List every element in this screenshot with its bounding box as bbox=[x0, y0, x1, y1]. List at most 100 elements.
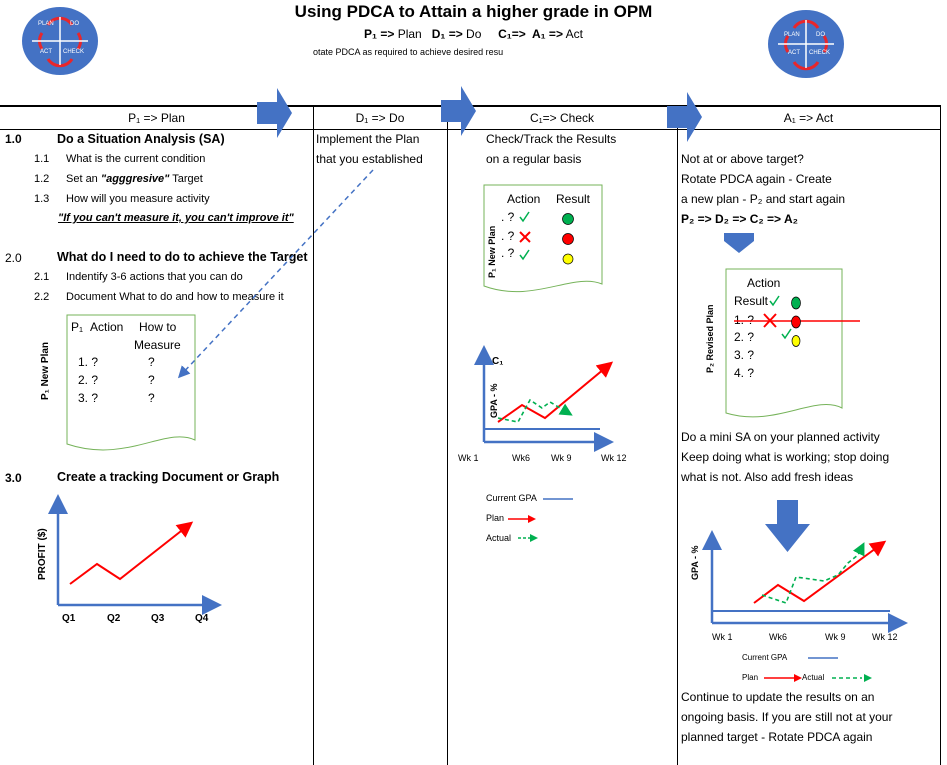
col-divider-2 bbox=[447, 105, 448, 765]
check-legend-actual: Actual bbox=[486, 533, 512, 543]
col-header-plan: P₁ => Plan bbox=[0, 105, 313, 130]
act-mini-2: Keep doing what is working; stop doing bbox=[681, 450, 890, 464]
checkmark-icon bbox=[519, 211, 530, 223]
pdca-logo-left: PLAN DO ACT CHECK bbox=[22, 7, 98, 75]
logo-do: DO bbox=[70, 21, 79, 27]
act-doc-row-4: 4. ? bbox=[734, 366, 755, 380]
plan-doc-row-2: 2. ? bbox=[78, 373, 99, 387]
act-doc-row-1: 1. ? bbox=[734, 313, 755, 327]
section-1-3-number: 1.3 bbox=[34, 193, 50, 205]
section-2-number: 2.0 bbox=[5, 251, 22, 265]
check-x-wk9: Wk 9 bbox=[551, 453, 572, 463]
section-2-2-text: Document What to do and how to measure i… bbox=[66, 291, 284, 303]
plan-document-shape bbox=[66, 314, 196, 451]
section-2-1-text: Indentify 3-6 actions that you can do bbox=[66, 271, 243, 283]
check-x-wk12: Wk 12 bbox=[601, 453, 627, 463]
act-legend-plan-arrow bbox=[764, 674, 802, 682]
check-x-wk6: Wk6 bbox=[512, 453, 530, 463]
act-mini-3: what is not. Also add fresh ideas bbox=[681, 470, 854, 484]
red-status-icon bbox=[791, 315, 801, 329]
act-legend-current: Current GPA bbox=[742, 653, 788, 662]
check-doc-side-label: P₁ New Plan bbox=[487, 225, 497, 278]
section-2-2-number: 2.2 bbox=[34, 291, 50, 303]
col-header-check: C₁=> Check bbox=[447, 105, 677, 130]
act-line-4: P₂ => D₂ => C₂ => A₂ bbox=[681, 212, 798, 226]
act-cont-3: planned target - Rotate PDCA again bbox=[681, 730, 873, 744]
act-x-wk1: Wk 1 bbox=[712, 632, 733, 642]
check-document-shape bbox=[483, 184, 603, 293]
profit-x-q3: Q3 bbox=[151, 613, 165, 624]
red-status-icon bbox=[562, 233, 574, 245]
checkmark-icon bbox=[781, 328, 792, 340]
yellow-status-icon bbox=[791, 335, 801, 347]
checkmark-icon bbox=[519, 249, 530, 261]
act-doc-row-2: 2. ? bbox=[734, 330, 755, 344]
profit-x-q1: Q1 bbox=[62, 613, 76, 624]
section-3-number: 3.0 bbox=[5, 471, 22, 485]
logo-check-r: CHECK bbox=[809, 50, 830, 56]
act-line-3: a new plan - P₂ and start again bbox=[681, 192, 846, 206]
green-status-icon bbox=[791, 296, 801, 310]
logo-check: CHECK bbox=[63, 49, 84, 55]
plan-doc-q-3: ? bbox=[148, 391, 155, 405]
logo-act-r: ACT bbox=[788, 50, 800, 56]
act-doc-row-3: 3. ? bbox=[734, 348, 755, 362]
act-doc-action: Action bbox=[747, 276, 781, 290]
logo-plan: PLAN bbox=[38, 21, 54, 27]
section-1-2-text: Set an "agggresive" Target bbox=[66, 173, 203, 185]
down-arrow-icon bbox=[724, 233, 754, 253]
act-line-2: Rotate PDCA again - Create bbox=[681, 172, 832, 186]
logo-plan-r: PLAN bbox=[784, 32, 800, 38]
plan-doc-measure: Measure bbox=[134, 338, 181, 352]
act-x-wk12: Wk 12 bbox=[872, 632, 898, 642]
check-gpa-graph bbox=[474, 345, 614, 452]
col-divider-4 bbox=[940, 105, 941, 765]
pdca-logo-right: PLAN DO ACT CHECK bbox=[768, 10, 844, 78]
logo-do-r: DO bbox=[816, 32, 825, 38]
sub-d: D₁ => bbox=[431, 27, 463, 41]
check-doc-row-2: . ? bbox=[501, 229, 515, 243]
check-graph-label: C₁ bbox=[492, 356, 504, 367]
check-x-wk1: Wk 1 bbox=[458, 453, 479, 463]
section-1-2-number: 1.2 bbox=[34, 173, 50, 185]
big-down-arrow-icon bbox=[765, 500, 810, 552]
sub-act: Act bbox=[562, 27, 583, 41]
col-header-do: D₁ => Do bbox=[313, 105, 447, 130]
legend-actual-arrow bbox=[518, 534, 538, 542]
act-legend-actual-arrow bbox=[832, 674, 872, 682]
pdca-subtitle: P₁ => Plan D₁ => Do C₁=> A₁ => Act bbox=[0, 27, 947, 41]
section-1-3-text: How will you measure activity bbox=[66, 193, 210, 205]
section-2-title: What do I need to do to achieve the Targ… bbox=[57, 250, 308, 264]
act-line-1: Not at or above target? bbox=[681, 152, 804, 166]
col-header-act: A₁ => Act bbox=[677, 105, 940, 130]
sub-p: P₁ => bbox=[364, 27, 395, 41]
plan-doc-q-2: ? bbox=[148, 373, 155, 387]
check-doc-row-3: . ? bbox=[501, 246, 515, 260]
legend-plan-arrow bbox=[508, 515, 536, 523]
legend-current-line bbox=[543, 498, 573, 500]
check-legend-plan: Plan bbox=[486, 513, 505, 523]
act-cont-2: ongoing basis. If you are still not at y… bbox=[681, 710, 893, 724]
check-doc-action: Action bbox=[507, 192, 541, 206]
act-x-wk6: Wk6 bbox=[769, 632, 787, 642]
do-line-2: that you established bbox=[316, 152, 423, 166]
col-divider-3 bbox=[677, 105, 678, 765]
check-doc-row-1: . ? bbox=[501, 210, 515, 224]
s12c: Target bbox=[169, 173, 203, 185]
sub-a: A₁ => bbox=[529, 27, 563, 41]
section-1-number: 1.0 bbox=[5, 132, 22, 146]
profit-x-q4: Q4 bbox=[195, 613, 209, 624]
section-3-title: Create a tracking Document or Graph bbox=[57, 470, 280, 484]
yellow-status-icon bbox=[562, 253, 574, 265]
section-1-1-text: What is the current condition bbox=[66, 153, 206, 165]
check-line-1: Check/Track the Results bbox=[486, 132, 617, 146]
plan-doc-q-1: ? bbox=[148, 355, 155, 369]
s12b: "agggresive" bbox=[100, 173, 170, 185]
plan-doc-p1: P₁ bbox=[71, 320, 84, 334]
check-doc-marks bbox=[519, 211, 574, 265]
page-title: Using PDCA to Attain a higher grade in O… bbox=[294, 2, 653, 21]
plan-doc-row-3: 3. ? bbox=[78, 391, 99, 405]
profit-graph bbox=[48, 494, 222, 615]
act-x-wk9: Wk 9 bbox=[825, 632, 846, 642]
section-2-1-number: 2.1 bbox=[34, 271, 50, 283]
